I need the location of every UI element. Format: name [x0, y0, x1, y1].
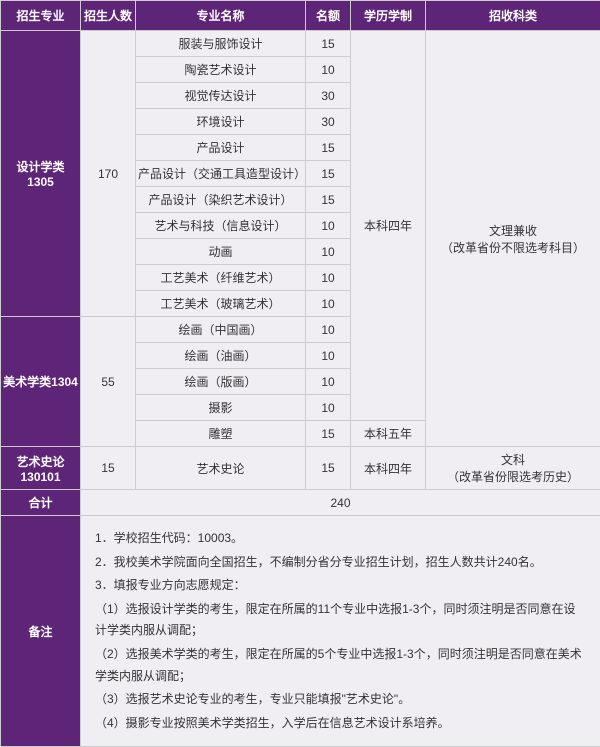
major-name: 艺术史论: [136, 447, 306, 490]
category-cell: 设计学类 1305: [1, 31, 81, 317]
major-name: 艺术与科技（信息设计）: [136, 213, 306, 239]
category-cell: 美术学类1304: [1, 317, 81, 447]
th-education: 学历学制: [351, 1, 426, 31]
major-name: 环境设计: [136, 109, 306, 135]
major-name: 工艺美术（纤维艺术）: [136, 265, 306, 291]
major-name: 陶瓷艺术设计: [136, 57, 306, 83]
category-cell: 艺术史论 130101: [1, 447, 81, 490]
major-quota: 10: [306, 265, 351, 291]
major-name: 服装与服饰设计: [136, 31, 306, 57]
major-quota: 30: [306, 83, 351, 109]
count-cell: 55: [81, 317, 136, 447]
major-name: 工艺美术（玻璃艺术）: [136, 291, 306, 317]
major-quota: 15: [306, 31, 351, 57]
major-quota: 10: [306, 291, 351, 317]
major-name: 雕塑: [136, 421, 306, 447]
major-name: 视觉传达设计: [136, 83, 306, 109]
major-quota: 10: [306, 239, 351, 265]
th-count: 招生人数: [81, 1, 136, 31]
major-name: 产品设计（染织艺术设计）: [136, 187, 306, 213]
table-row: 设计学类 1305 170 服装与服饰设计 15 本科四年 文理兼收 （改革省份…: [1, 31, 600, 57]
major-name: 动画: [136, 239, 306, 265]
education-cell: 本科四年: [351, 31, 426, 421]
major-quota: 30: [306, 109, 351, 135]
major-quota: 10: [306, 213, 351, 239]
total-label: 合计: [1, 490, 81, 516]
major-name: 产品设计: [136, 135, 306, 161]
major-name: 绘画（油画）: [136, 343, 306, 369]
major-quota: 15: [306, 447, 351, 490]
subject-cell: 文理兼收 （改革省份不限选考科目）: [426, 31, 600, 447]
major-quota: 15: [306, 421, 351, 447]
note-line: 2．我校美术学院面向全国招生，不编制分省分专业招生计划，招生人数共计240名。: [95, 552, 586, 574]
th-category: 招生专业: [1, 1, 81, 31]
major-name: 摄影: [136, 395, 306, 421]
note-line: （3）选报艺术史论专业的考生，专业只能填报"艺术史论"。: [95, 689, 586, 711]
major-quota: 10: [306, 343, 351, 369]
count-cell: 15: [81, 447, 136, 490]
count-cell: 170: [81, 31, 136, 317]
major-quota: 15: [306, 161, 351, 187]
education-cell: 本科四年: [351, 447, 426, 490]
major-name: 产品设计（交通工具造型设计）: [136, 161, 306, 187]
major-quota: 15: [306, 135, 351, 161]
note-line: （4）摄影专业按照美术学类招生，入学后在信息艺术设计系培养。: [95, 713, 586, 735]
note-line: 1．学校招生代码：10003。: [95, 528, 586, 550]
major-quota: 10: [306, 369, 351, 395]
th-quota: 名额: [306, 1, 351, 31]
major-quota: 15: [306, 187, 351, 213]
note-line: （1）选报设计学类的考生，限定在所属的11个专业中选报1-3个，同时须注明是否同…: [95, 599, 586, 642]
table-row: 艺术史论 130101 15 艺术史论 15 本科四年 文科 （改革省份限选考历…: [1, 447, 600, 490]
th-major-name: 专业名称: [136, 1, 306, 31]
admissions-table: 招生专业 招生人数 专业名称 名额 学历学制 招收科类 设计学类 1305 17…: [0, 0, 600, 747]
notes-label: 备注: [1, 516, 81, 747]
major-quota: 10: [306, 57, 351, 83]
notes-row: 备注 1．学校招生代码：10003。 2．我校美术学院面向全国招生，不编制分省分…: [1, 516, 600, 747]
total-value: 240: [81, 490, 600, 516]
note-line: （2）选报美术学类的考生，限定在所属的5个专业中选报1-3个，同时须注明是否同意…: [95, 644, 586, 687]
th-subject: 招收科类: [426, 1, 600, 31]
note-line: 3．填报专业方向志愿规定：: [95, 575, 586, 597]
major-name: 绘画（中国画）: [136, 317, 306, 343]
header-row: 招生专业 招生人数 专业名称 名额 学历学制 招收科类: [1, 1, 600, 31]
education-cell: 本科五年: [351, 421, 426, 447]
subject-cell: 文科 （改革省份限选考历史）: [426, 447, 600, 490]
major-quota: 10: [306, 317, 351, 343]
total-row: 合计 240: [1, 490, 600, 516]
admissions-table-wrapper: 招生专业 招生人数 专业名称 名额 学历学制 招收科类 设计学类 1305 17…: [0, 0, 600, 747]
notes-content: 1．学校招生代码：10003。 2．我校美术学院面向全国招生，不编制分省分专业招…: [81, 516, 600, 747]
major-name: 绘画（版画）: [136, 369, 306, 395]
major-quota: 10: [306, 395, 351, 421]
